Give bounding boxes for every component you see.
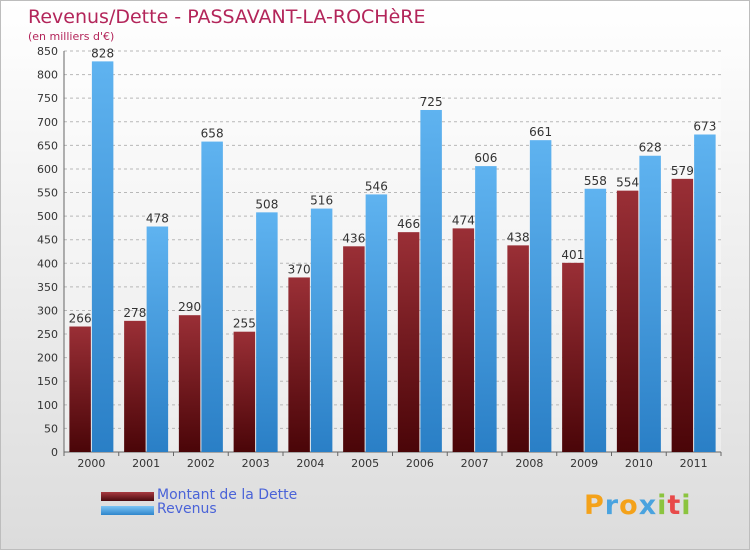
bar-revenus — [365, 194, 388, 452]
data-label-revenus: 558 — [584, 174, 607, 188]
y-tick-label: 0 — [51, 446, 58, 459]
x-tick-label: 2008 — [515, 457, 543, 470]
bar-dette — [124, 320, 146, 452]
bar-revenus — [639, 155, 661, 453]
logo-letter: i — [681, 490, 692, 521]
data-label-dette: 579 — [671, 164, 694, 178]
bar-dette — [233, 331, 256, 452]
y-tick-label: 500 — [37, 210, 58, 223]
y-tick-label: 450 — [37, 234, 58, 247]
data-label-revenus: 478 — [146, 211, 169, 225]
logo-letter: r — [604, 490, 620, 521]
data-label-revenus: 628 — [639, 141, 662, 155]
logo-letter: o — [619, 490, 639, 521]
x-tick-label: 2001 — [132, 457, 160, 470]
data-label-revenus: 516 — [310, 194, 333, 208]
data-label-dette: 278 — [123, 306, 146, 320]
x-tick-label: 2005 — [351, 457, 379, 470]
data-label-revenus: 658 — [201, 127, 224, 141]
bar-dette — [397, 232, 420, 452]
y-tick-label: 350 — [37, 281, 58, 294]
x-tick-label: 2007 — [461, 457, 489, 470]
x-tick-label: 2002 — [187, 457, 215, 470]
data-label-revenus: 673 — [693, 120, 716, 134]
y-tick-label: 700 — [37, 116, 58, 129]
bar-revenus — [420, 109, 442, 453]
y-tick-label: 100 — [37, 399, 58, 412]
logo-letter: P — [584, 490, 605, 521]
x-tick-label: 2011 — [680, 457, 708, 470]
bar-revenus — [256, 212, 278, 452]
data-label-dette: 438 — [507, 230, 530, 244]
bar-dette — [671, 178, 694, 452]
y-tick-label: 550 — [37, 187, 58, 200]
x-tick-label: 2003 — [242, 457, 270, 470]
data-label-revenus: 508 — [255, 197, 278, 211]
legend-label-dette: Montant de la Dette — [157, 487, 298, 503]
bar-dette — [178, 315, 201, 452]
bar-dette — [616, 190, 639, 453]
data-label-dette: 370 — [288, 262, 311, 276]
x-tick-label: 2004 — [296, 457, 324, 470]
y-tick-label: 400 — [37, 257, 58, 270]
x-tick-label: 2010 — [625, 457, 653, 470]
logo-letter: i — [657, 490, 668, 521]
bar-revenus — [694, 134, 716, 452]
chart-title: Revenus/Dette - PASSAVANT-LA-ROCHèRE — [28, 6, 426, 28]
proxiti-logo: Proxiti — [584, 490, 692, 521]
data-label-revenus: 606 — [474, 151, 497, 165]
logo-letter: x — [638, 490, 658, 521]
bar-dette — [452, 228, 475, 452]
y-tick-label: 50 — [44, 422, 58, 435]
legend-swatch-dette — [101, 492, 154, 501]
data-label-dette: 266 — [69, 312, 92, 326]
bar-revenus — [529, 140, 552, 453]
y-tick-label: 650 — [37, 139, 58, 152]
data-label-dette: 255 — [233, 317, 256, 331]
bar-revenus — [310, 208, 333, 452]
y-tick-label: 300 — [37, 304, 58, 317]
bar-dette — [288, 277, 310, 452]
bar-revenus — [584, 188, 607, 452]
data-label-dette: 466 — [397, 217, 420, 231]
data-label-dette: 436 — [342, 231, 365, 245]
y-tick-label: 250 — [37, 328, 58, 341]
bar-dette — [343, 246, 365, 452]
data-label-revenus: 725 — [420, 95, 443, 109]
y-tick-label: 200 — [37, 352, 58, 365]
bar-dette — [507, 245, 529, 452]
bar-dette — [69, 326, 91, 452]
y-tick-label: 750 — [37, 92, 58, 105]
bar-revenus — [201, 141, 223, 452]
y-tick-label: 800 — [37, 69, 58, 82]
y-tick-label: 600 — [37, 163, 58, 176]
bar-revenus — [146, 226, 169, 452]
bar-dette — [562, 262, 584, 452]
plot-area — [64, 51, 721, 452]
y-tick-label: 850 — [37, 45, 58, 58]
legend-swatch-revenus — [101, 506, 154, 515]
logo-letter: t — [667, 490, 682, 521]
x-tick-label: 2006 — [406, 457, 434, 470]
x-tick-label: 2009 — [570, 457, 598, 470]
bar-revenus — [475, 166, 497, 452]
data-label-revenus: 546 — [365, 179, 388, 193]
chart-subtitle: (en milliers d'€) — [28, 30, 115, 43]
y-tick-label: 150 — [37, 375, 58, 388]
data-label-dette: 290 — [178, 300, 201, 314]
data-label-dette: 554 — [616, 176, 639, 190]
bar-revenus — [91, 61, 114, 453]
legend-label-revenus: Revenus — [157, 501, 217, 517]
data-label-revenus: 661 — [529, 125, 552, 139]
data-label-dette: 474 — [452, 213, 475, 227]
x-tick-label: 2000 — [77, 457, 105, 470]
data-label-revenus: 828 — [91, 46, 114, 60]
data-label-dette: 401 — [561, 248, 584, 262]
